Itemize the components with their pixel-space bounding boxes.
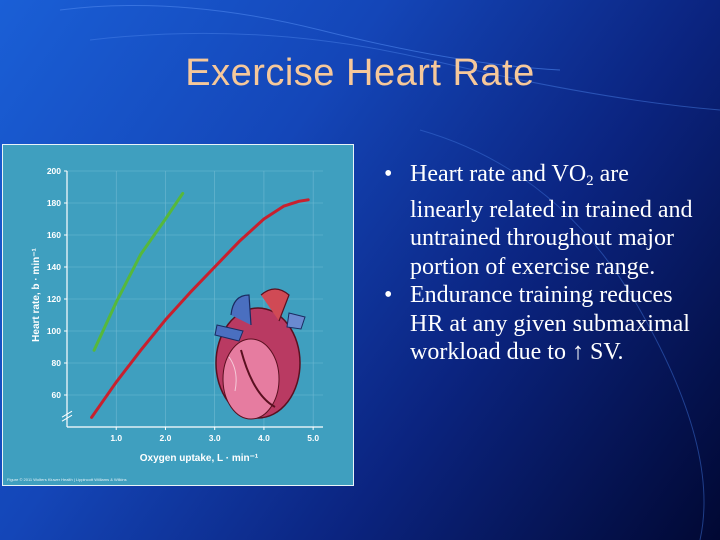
bullet-text: Endurance training reduces HR at any giv… bbox=[410, 282, 690, 365]
x-tick-label: 5.0 bbox=[307, 433, 319, 443]
y-axis-label: Heart rate, b · min⁻¹ bbox=[31, 248, 42, 342]
x-axis-label: Oxygen uptake, L · min⁻¹ bbox=[140, 453, 259, 464]
y-tick-label: 60 bbox=[52, 390, 62, 400]
y-tick-label: 140 bbox=[47, 262, 61, 272]
slide-title: Exercise Heart Rate bbox=[185, 52, 535, 94]
y-tick-label: 120 bbox=[47, 294, 61, 304]
heart-rate-figure: 60 80 100 120 140 160 180 200 1.0 2.0 3.0 4.0 5.0 Ox… bbox=[2, 144, 354, 486]
heart-illustration bbox=[214, 288, 306, 420]
bullet-list: • Heart rate and VO2 are linearly relate… bbox=[356, 160, 696, 367]
figure-credit: Figure © 2011 Wolters Kluwer Health | Li… bbox=[7, 477, 127, 482]
bullet-item-endurance: • Endurance training reduces HR at any g… bbox=[356, 281, 696, 367]
x-tick-label: 2.0 bbox=[160, 433, 172, 443]
x-tick-label: 3.0 bbox=[209, 433, 221, 443]
y-tick-label: 100 bbox=[47, 326, 61, 336]
series-line-trained bbox=[92, 191, 185, 352]
y-tick-label: 80 bbox=[52, 358, 62, 368]
bullet-text: Heart rate and VO bbox=[410, 161, 587, 187]
series-line-untrained bbox=[90, 198, 310, 419]
bullet-text-continued: are linearly related in trained and untr… bbox=[410, 161, 693, 280]
y-tick-label: 200 bbox=[47, 166, 61, 176]
y-tick-label: 180 bbox=[47, 198, 61, 208]
x-tick-label: 1.0 bbox=[110, 433, 122, 443]
bullet-item-heart-rate: • Heart rate and VO2 are linearly relate… bbox=[356, 160, 696, 281]
bullet-subscript: 2 bbox=[586, 173, 594, 189]
chart-svg: 60 80 100 120 140 160 180 200 1.0 2.0 3.0 4.0 5.0 Ox… bbox=[7, 166, 323, 482]
bullet-dot: • bbox=[384, 282, 393, 308]
bullet-dot: • bbox=[384, 161, 393, 187]
y-tick-label: 160 bbox=[47, 230, 61, 240]
x-tick-label: 4.0 bbox=[258, 433, 270, 443]
axis-break-mark bbox=[61, 410, 73, 422]
